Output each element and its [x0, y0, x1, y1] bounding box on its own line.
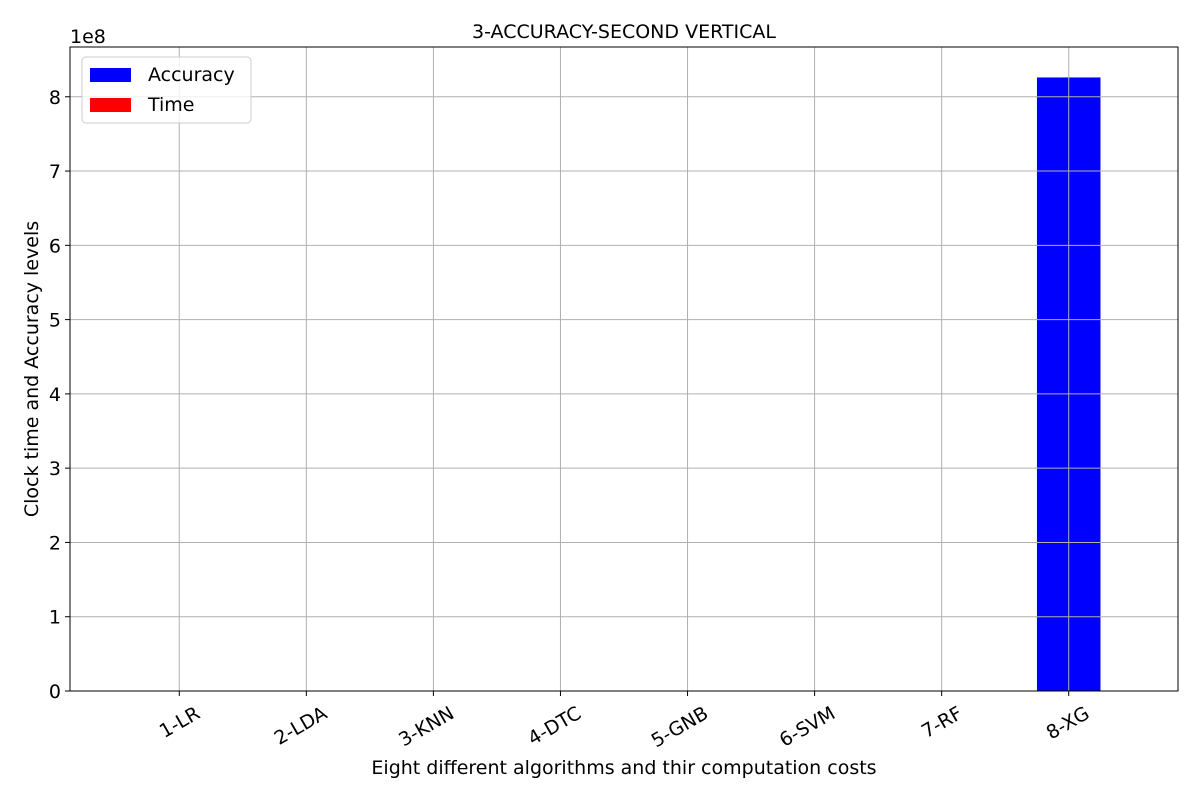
x-tick-label: 6-SVM — [776, 702, 839, 751]
plot-frame — [69, 46, 1179, 692]
x-tick-label: 8-XG — [1043, 702, 1094, 744]
x-tick-label: 4-DTC — [524, 702, 585, 750]
x-tick-label: 2-LDA — [271, 702, 331, 749]
x-tick-label: 5-GNB — [648, 702, 712, 752]
grid-lines — [70, 47, 1178, 692]
y-tick-label: 5 — [49, 310, 61, 332]
y-tick-label: 2 — [49, 532, 61, 554]
y-tick-label: 8 — [49, 87, 61, 109]
y-axis-label: Clock time and Accuracy levels — [21, 221, 43, 517]
chart-title: 3-ACCURACY-SECOND VERTICAL — [472, 21, 776, 43]
x-tick-label: 1-LR — [156, 702, 204, 742]
y-tick-label: 0 — [49, 681, 61, 703]
legend-swatch — [90, 98, 131, 112]
x-axis-label: Eight different algorithms and thir comp… — [371, 757, 876, 779]
y-tick-label: 1 — [49, 607, 61, 629]
x-tick-label: 3-KNN — [395, 702, 458, 751]
legend-label: Time — [147, 94, 195, 116]
axes — [65, 46, 1179, 696]
legend: Accuracy Time — [81, 56, 252, 124]
legend-swatch — [90, 68, 131, 82]
y-tick-label: 7 — [49, 161, 61, 183]
y-axis-offset-label: 1e8 — [70, 26, 106, 48]
y-tick-label: 3 — [49, 458, 61, 480]
y-tick-label: 6 — [49, 235, 61, 257]
x-tick-label: 7-RF — [918, 702, 966, 743]
tick-labels: 1-LR 2-LDA 3-KNN 4-DTC 5-GNB 6-SVM 7-RF 8-XG 0 1 2… — [49, 87, 1093, 752]
legend-label: Accuracy — [148, 64, 235, 86]
y-tick-label: 4 — [49, 384, 61, 406]
